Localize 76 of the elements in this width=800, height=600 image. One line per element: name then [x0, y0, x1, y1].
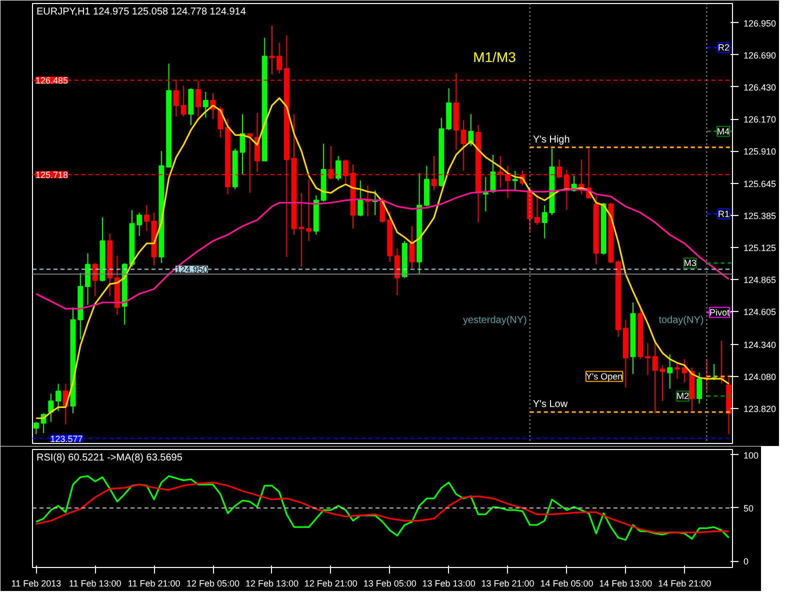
series-label: M2 — [676, 391, 689, 402]
ref-line-label: yesterday(NY) — [462, 314, 527, 326]
ref-line-label: 123.577 — [50, 434, 83, 444]
y-tick-label: 126.690 — [744, 50, 776, 60]
y-tick-label: 126.430 — [744, 82, 776, 92]
candlestick — [652, 341, 658, 414]
y-tick-label: 125.645 — [744, 179, 776, 190]
candlestick — [33, 421, 39, 435]
x-tick-label: 12 Feb 13:00 — [245, 578, 298, 588]
candlestick — [660, 364, 666, 402]
ref-line-label: today(NY) — [658, 314, 704, 326]
y-tick-label: 125.910 — [744, 146, 776, 157]
candlestick — [645, 342, 650, 376]
x-tick-label: 14 Feb 13:00 — [599, 578, 652, 588]
y-tick-label: 125.125 — [744, 243, 776, 254]
x-tick-label: 11 Feb 21:00 — [128, 578, 180, 588]
y-tick-label: 123.820 — [744, 404, 776, 414]
x-tick-label: 11 Feb 2013 — [11, 578, 62, 588]
candlestick — [512, 170, 518, 191]
candlestick — [460, 120, 466, 172]
chart-title: EURJPY,H1 124.975 125.058 124.778 124.914 — [36, 6, 246, 18]
x-tick-label: 13 Feb 13:00 — [422, 578, 476, 588]
candlestick — [394, 248, 400, 296]
series-label: M4 — [717, 126, 730, 136]
y-tick-label: 125.385 — [744, 211, 776, 222]
candlestick — [269, 24, 275, 76]
candlestick — [56, 383, 61, 412]
candlestick — [276, 42, 282, 74]
x-tick-label: 11 Feb 13:00 — [68, 578, 122, 588]
candlestick — [696, 372, 702, 404]
candlestick — [136, 212, 142, 236]
candlestick — [306, 178, 312, 242]
y-tick-label: 0 — [744, 556, 749, 567]
y-tick-label: 126.170 — [744, 114, 776, 125]
x-tick-label: 12 Feb 05:00 — [186, 578, 240, 588]
candlestick — [196, 80, 201, 118]
x-tick-label: 12 Feb 21:00 — [304, 578, 358, 588]
candlestick — [674, 362, 680, 380]
y-tick-label: 100 — [744, 450, 759, 460]
ref-line-label: 124.950 — [176, 264, 208, 275]
series-label: R1 — [718, 208, 730, 219]
ref-line-label: 125.718 — [36, 170, 68, 180]
candlestick — [682, 358, 688, 384]
x-tick-label: 14 Feb 21:00 — [658, 578, 712, 588]
candlestick — [482, 176, 488, 212]
annotation: M1/M3 — [473, 49, 516, 66]
candlestick — [92, 262, 98, 297]
candlestick — [85, 252, 90, 306]
x-tick-label: 14 Feb 05:00 — [540, 578, 594, 588]
candlestick — [667, 354, 673, 390]
y-tick-label: 50 — [744, 503, 754, 514]
candlestick — [218, 106, 224, 138]
x-tick-label: 13 Feb 21:00 — [481, 578, 534, 588]
series-label: M3 — [684, 258, 696, 268]
candlestick — [202, 91, 208, 118]
x-tick-label: 13 Feb 05:00 — [363, 578, 416, 588]
chart-title: RSI(8) 60.5221 ->MA(8) 63.5695 — [36, 452, 183, 464]
series-label: R2 — [718, 42, 730, 53]
y-tick-label: 124.080 — [744, 372, 776, 382]
candlestick — [48, 393, 54, 422]
series-label: Y's Low — [532, 399, 568, 410]
line-series — [35, 482, 730, 534]
candlestick — [534, 194, 540, 226]
candlestick — [144, 204, 150, 232]
y-tick-label: 124.605 — [744, 307, 776, 318]
candlestick — [180, 85, 186, 118]
line-series — [35, 475, 730, 541]
y-tick-label: 124.340 — [744, 340, 776, 350]
candlestick — [358, 180, 364, 217]
y-tick-label: 124.865 — [744, 275, 776, 286]
candlestick — [409, 226, 415, 269]
ref-line-label: 126.485 — [36, 76, 68, 86]
y-tick-label: 126.950 — [744, 18, 776, 28]
series-label: Y's High — [532, 134, 570, 146]
candlestick — [336, 155, 341, 182]
candlestick — [542, 204, 548, 239]
